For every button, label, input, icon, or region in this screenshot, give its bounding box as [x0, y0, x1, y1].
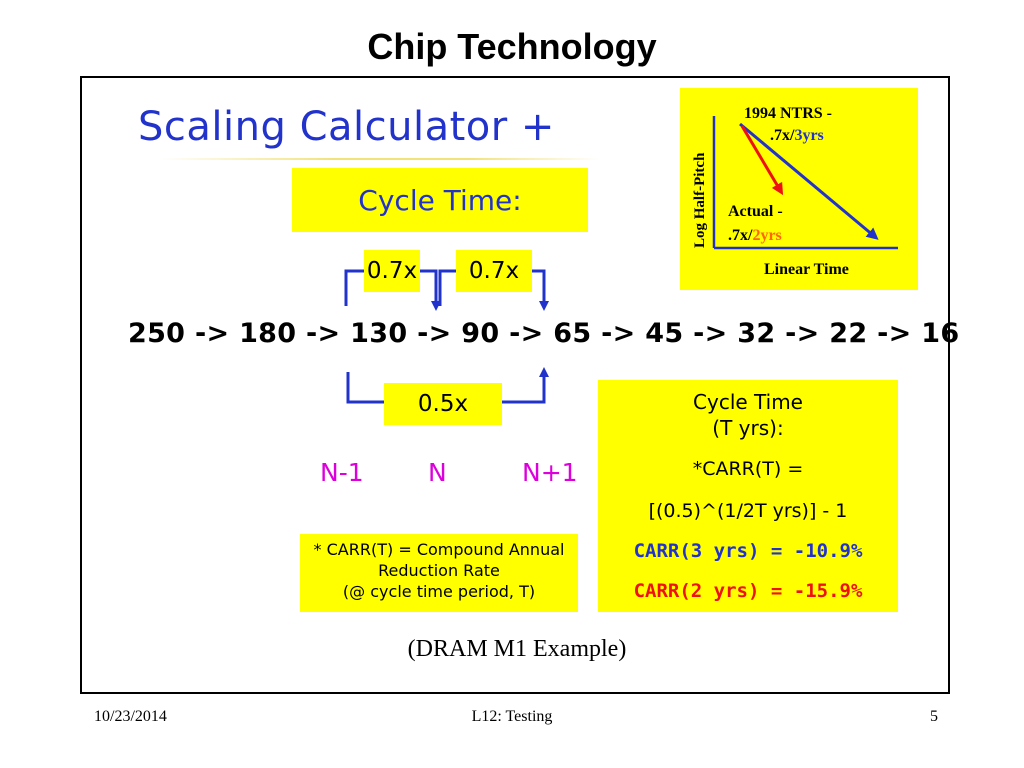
footer-lecture: L12: Testing [471, 708, 553, 725]
node-label-current: N [428, 458, 447, 487]
heading-underline [160, 158, 600, 160]
arrow-90-to-65 [438, 269, 456, 306]
ntrs-rate: .7x/3yrs [770, 127, 824, 144]
footer-page-number: 5 [930, 708, 938, 725]
ntrs-label: 1994 NTRS - [744, 105, 832, 122]
dram-example-caption: (DRAM M1 Example) [407, 636, 627, 662]
actual-rate: .7x/2yrs [728, 227, 782, 244]
actual-trend-line [740, 125, 784, 196]
y-axis-label: Log Half-Pitch [692, 152, 708, 248]
factor-left-box: 0.7x [364, 250, 420, 292]
carr-note-line3: (@ cycle time period, T) [342, 582, 536, 601]
x-axis-label: Linear Time [764, 261, 849, 278]
carr-definition-note: * CARR(T) = Compound Annual Reduction Ra… [300, 534, 578, 612]
content-frame: Scaling Calculator + Cycle Time: 0.7x 0.… [80, 76, 959, 694]
ntrs-scaling-diagram: Log Half-Pitch Linear Time 1994 NTRS - .… [680, 88, 918, 290]
node-label-next: N+1 [522, 458, 578, 487]
node-label-prev: N-1 [320, 458, 364, 487]
carr-definition: *CARR(T) = [692, 458, 804, 480]
node-sequence: 250 -> 180 -> 130 -> 90 -> 65 -> 45 -> 3… [128, 318, 960, 349]
carr-2yrs: CARR(2 yrs) = -15.9% [633, 580, 863, 602]
carr-expression: [(0.5)^(1/2T yrs)] - 1 [648, 500, 848, 522]
cycle-time-label: Cycle Time: [292, 168, 588, 232]
formula-title-line2: (T yrs): [712, 416, 784, 440]
arrow-130-to-90 [344, 269, 364, 306]
carr-note-line1: * CARR(T) = Compound Annual [313, 540, 565, 559]
scaling-calculator-heading: Scaling Calculator + [138, 104, 555, 150]
slide-title: Chip Technology [367, 26, 657, 67]
formula-title-line1: Cycle Time [693, 390, 803, 414]
carr-note-line2: Reduction Rate [378, 561, 500, 580]
ntrs-diagram-svg: Log Half-Pitch Linear Time 1994 NTRS - .… [692, 105, 898, 278]
factor-bottom-box: 0.5x [384, 383, 502, 425]
carr-3yrs: CARR(3 yrs) = -10.9% [633, 540, 863, 562]
actual-label: Actual - [728, 203, 783, 220]
connector-arrows [344, 269, 549, 404]
arrow-130-to-65 [346, 372, 384, 404]
factor-right-box: 0.7x [456, 250, 532, 292]
cycle-time-formula-box: Cycle Time (T yrs): *CARR(T) = [(0.5)^(1… [598, 380, 898, 612]
ntrs-trend-line [739, 122, 879, 240]
footer-date: 10/23/2014 [94, 708, 167, 725]
